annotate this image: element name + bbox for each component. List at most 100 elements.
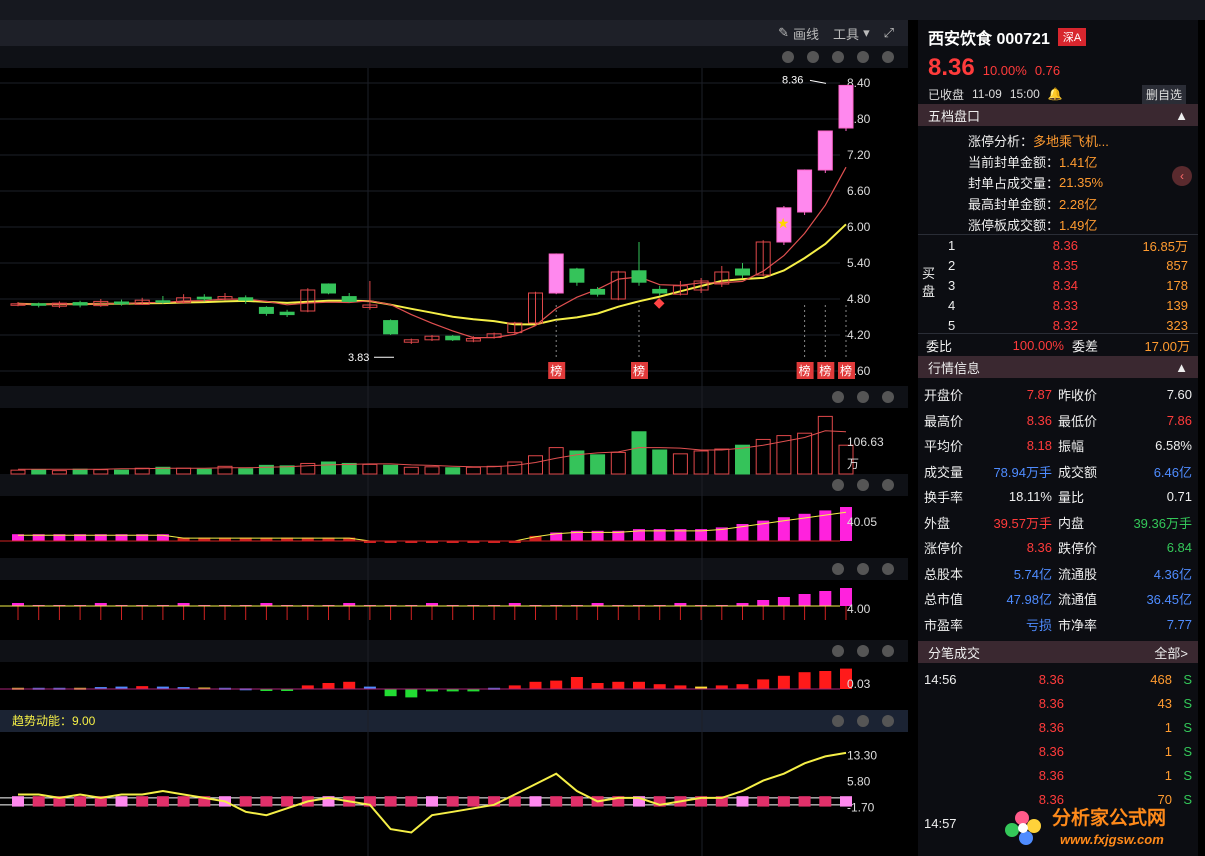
indicator3-bar [467,689,480,692]
volume-bar [610,451,626,475]
indicator1-bar [322,537,335,541]
quote-panel: 西安饮食 000721 深A 8.36 10.00% 0.76 已收盘 11-09… [918,20,1198,856]
pane-header [0,386,908,408]
tick-row: 14:56 8.36 468 S [924,671,1192,687]
pane-header [0,710,908,732]
volume-bar [383,464,399,475]
pane-header [0,640,908,662]
candle-body [258,306,274,314]
last-price: 8.36 [928,54,975,81]
trend-bar [94,796,107,807]
indicator3-bar [156,686,169,689]
indicator1-bar [715,527,728,541]
quote-date: 11-09 [972,87,1002,101]
indicator1-bar [819,510,832,541]
indicator1-bar [612,530,625,541]
indicator2-bar [94,603,107,606]
indicator3-bar [405,689,418,698]
volume-bar [155,466,171,475]
price-tick-label: 4.80 [847,292,871,306]
indicator1-bar [74,534,87,541]
trend-bar [32,796,45,807]
collapse-icon[interactable]: ▲ [1175,107,1188,123]
buy-side-label: 买盘 [922,266,936,299]
bang-label: 榜 [550,363,562,378]
indicator2-value: 4.00 [847,602,871,616]
candle-body [72,302,88,306]
close-icon [882,645,894,657]
volume-bar [735,444,750,475]
volume-bar [652,449,668,475]
trend-bar [260,796,273,807]
price-tick-label: 5.40 [847,256,871,270]
volume-bar [31,469,47,475]
volume-bar [51,470,67,475]
close-icon [882,715,894,727]
trend-bar [695,796,708,807]
indicator1-bar [550,532,563,541]
bid-row[interactable]: 2 8.35 857 [948,257,1188,273]
trend-bar [156,796,169,807]
candle-body [445,335,461,341]
indicator3-bar [322,683,335,689]
candle-body [590,288,606,295]
candle-body [176,297,192,304]
quote-info-header[interactable]: 行情信息 ▲ [918,356,1198,378]
indicator3-bar [798,672,811,689]
volume-bar [72,468,88,475]
collapse-arrow-icon[interactable]: ‹ [1172,166,1192,186]
tools-button[interactable]: 工具 ▾ [833,25,870,42]
volume-bar [507,461,523,475]
bid-row[interactable]: 1 8.36 16.85万 [948,237,1188,254]
volume-bar [590,454,606,475]
limit-row: 当前封单金额： 1.41亿 [968,155,1098,170]
volume-bar [672,453,688,475]
indicator3-bar [426,689,438,692]
indicator1-bar [219,537,231,541]
bell-icon[interactable]: 🔔 [1047,87,1063,101]
indicator1-bar [281,537,294,541]
tick-row: 8.36 1 S [1038,719,1192,735]
volume-bar [341,462,357,475]
trend-bar [177,796,190,807]
indicator2-bar [12,603,24,606]
pane-header [0,46,908,68]
draw-line-button[interactable]: ✎ 画线 [778,25,820,42]
indicator3-bar [384,689,397,697]
help-icon [832,479,844,491]
indicator3-bar [819,671,832,689]
candle-body [776,207,792,243]
fullscreen-icon[interactable]: ⤢ [883,25,894,40]
volume-ma-line [18,430,847,470]
flower-logo-icon [1005,811,1041,845]
volume-bar [424,466,440,475]
tick-row: 8.36 1 S [1038,767,1192,783]
pane-header [0,474,908,496]
price-tick-label: 6.00 [847,220,871,234]
indicator3-bar [591,683,604,689]
bid-row[interactable]: 5 8.32 323 [948,317,1188,333]
indicator1-bar [591,530,604,541]
five-level-header[interactable]: 五档盘口 ▲ [918,104,1198,126]
kline-chart-area[interactable]: ✎ 画线 工具 ▾ ⤢ 8.40 7.80 7.20 6.60 6.00 5.40 4.80 4.… [0,20,908,856]
volume-bar [528,455,543,475]
trend-bar [198,796,211,807]
collapse-icon[interactable]: ▲ [1175,359,1188,375]
trend-bar [570,796,583,807]
gear-icon [857,479,869,491]
indicator2-bar [798,594,811,606]
help-icon [832,715,844,727]
tick-trades-header[interactable]: 分笔成交 全部> [918,641,1198,663]
remove-watchlist-button[interactable]: 删自选 [1141,84,1186,104]
indicator1-bar [136,534,149,541]
indicator1-bar [301,537,314,541]
bang-badge [838,362,855,379]
gear-icon [857,715,869,727]
tick-trades: 14:56 8.36 468 S 8.36 43 S 8.36 1 S 8.36 1 S 8.36 1 S 8.… [918,663,1198,839]
candle-body [383,320,399,335]
all-trades-link[interactable]: 全部> [1154,645,1188,661]
bid-row[interactable]: 3 8.34 178 [948,277,1188,293]
bang-label: 榜 [840,363,852,378]
volume-bar [10,469,26,475]
bid-row[interactable]: 4 8.33 139 [948,297,1188,313]
